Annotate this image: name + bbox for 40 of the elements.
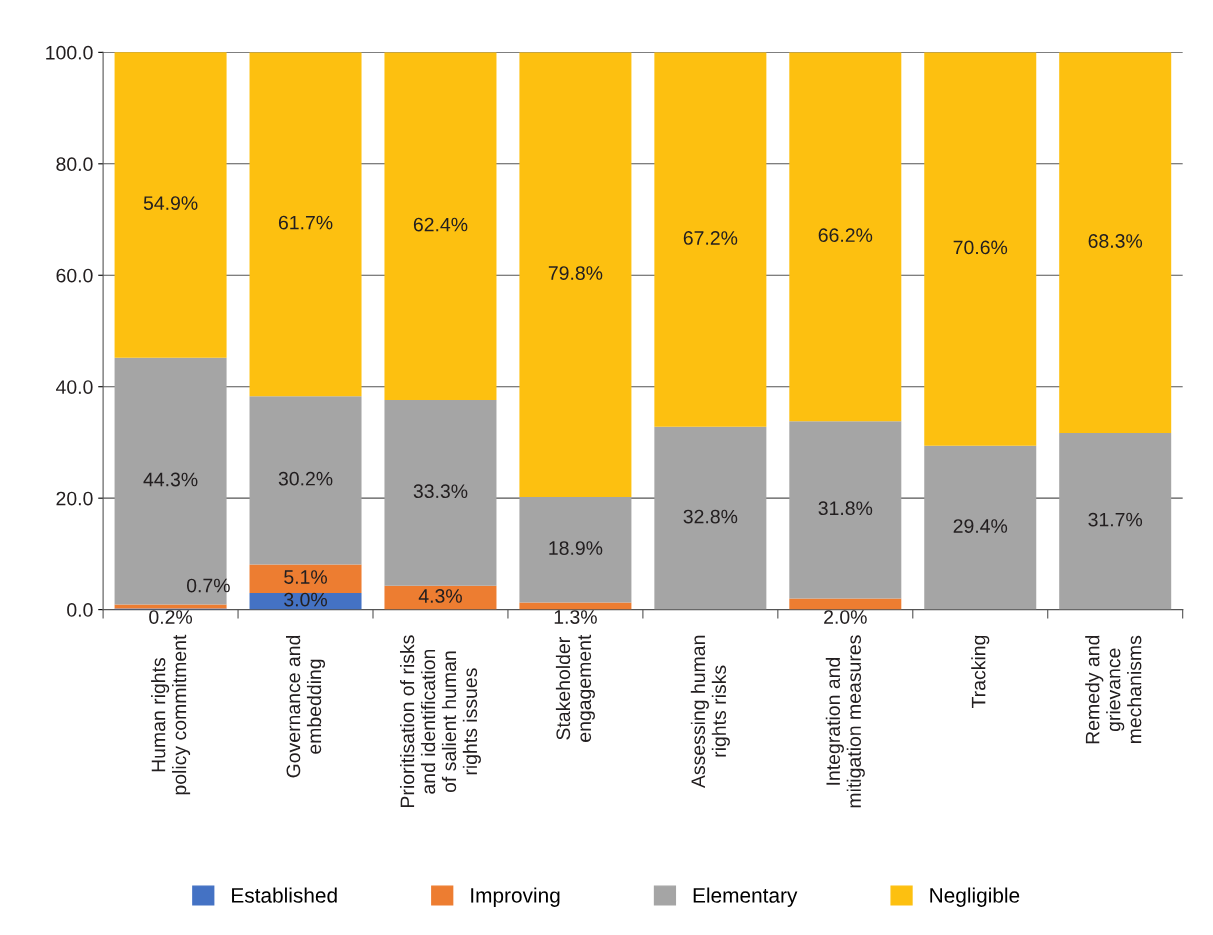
data-label: 70.6% (953, 240, 1008, 255)
x-tick-label: Governance and embedding (285, 635, 326, 778)
data-label: 5.1% (284, 570, 327, 584)
x-tick-label: Remedy and grievance mechanisms (1085, 635, 1142, 744)
y-tick-label: 20.0 (56, 491, 93, 506)
data-label: 0.2% (149, 610, 193, 624)
y-tick-label: 40.0 (55, 380, 93, 394)
data-label: 2.0% (824, 610, 867, 624)
data-label: 3.0% (284, 592, 327, 607)
data-label: 79.8% (548, 266, 603, 280)
data-label: 31.7% (1088, 512, 1143, 527)
data-label: 32.8% (683, 509, 738, 524)
y-tick-label: 0.0 (67, 603, 93, 617)
data-label: 61.7% (278, 215, 333, 230)
x-tick-label: Tracking (971, 635, 990, 709)
data-label: 62.4% (413, 217, 468, 232)
legend-label: Improving (471, 887, 560, 907)
legend-label: Elementary (693, 887, 798, 907)
data-label: 68.3% (1088, 234, 1143, 248)
x-tick-label: Assessing human rights risks (690, 635, 730, 789)
data-label: 31.8% (818, 501, 873, 516)
data-label: 18.9% (549, 541, 603, 555)
x-tick-label: Integration and mitigation measures (825, 635, 865, 808)
x-tick-label: Prioritisation of risks and identification of salient human rights issues (399, 635, 481, 807)
x-tick-label: Stakeholder engagement (555, 634, 595, 742)
data-label: 66.2% (818, 228, 873, 243)
data-label: 30.2% (278, 471, 333, 486)
data-label: 4.3% (418, 589, 462, 603)
data-label: 29.4% (953, 519, 1008, 533)
legend-label: Negligible (930, 887, 1020, 907)
y-tick-label: 80.0 (56, 157, 93, 172)
legend-label: Established (232, 887, 337, 903)
data-label: 44.3% (143, 472, 198, 487)
y-tick-label: 60.0 (56, 268, 93, 283)
data-label: 1.3% (554, 610, 597, 624)
data-label: 54.9% (143, 196, 198, 210)
y-tick-label: 100.0 (46, 45, 93, 60)
x-tick-label: Human rights policy commitment (151, 634, 191, 795)
data-label: 67.2% (683, 231, 738, 245)
data-label: 33.3% (413, 484, 468, 499)
